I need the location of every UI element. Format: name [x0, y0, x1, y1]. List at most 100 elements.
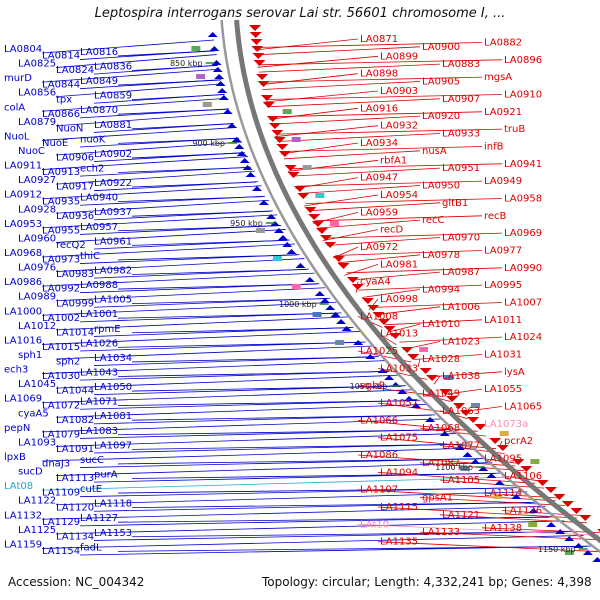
gene-label[interactable]: LA1115 — [380, 502, 418, 513]
gene-label[interactable]: LA1000 — [4, 306, 42, 317]
gene-label[interactable]: LA0906 — [56, 153, 94, 164]
gene-label[interactable]: ech2 — [80, 163, 104, 174]
gene-label[interactable]: LA0968 — [4, 248, 42, 259]
gene-label[interactable]: LA0947 — [360, 173, 398, 184]
gene-label[interactable]: pepN — [4, 423, 30, 434]
gene-label[interactable]: LA1095 — [484, 453, 522, 464]
gene-label[interactable]: LA0883 — [442, 59, 480, 70]
gene-label[interactable]: LA1049 — [422, 388, 460, 399]
gene-label[interactable]: sucC — [80, 455, 104, 466]
gene-label[interactable]: LA1016 — [4, 335, 42, 346]
gene-label[interactable]: LA0934 — [360, 138, 398, 149]
gene-label[interactable]: LA1077 — [442, 440, 480, 451]
gene-label[interactable]: LA0870 — [80, 105, 118, 116]
gene-label[interactable]: gpsA1 — [422, 492, 453, 503]
gene-label[interactable]: LA0978 — [422, 250, 460, 261]
gene-label[interactable]: LA0816 — [80, 47, 118, 58]
gene-label[interactable]: LA1002 — [42, 313, 80, 324]
gene-label[interactable]: NuoE — [42, 138, 68, 149]
gene-label[interactable]: LA1105 — [442, 475, 480, 486]
gene-label[interactable]: LA1034 — [94, 353, 132, 364]
gene-label[interactable]: LA0957 — [80, 222, 118, 233]
gene-label[interactable]: LA1114 — [484, 488, 522, 499]
gene-label[interactable]: pcrA2 — [504, 436, 533, 447]
gene-label[interactable]: LA0982 — [94, 265, 132, 276]
gene-label[interactable]: LA1030 — [42, 371, 80, 382]
gene-label[interactable]: LA0941 — [504, 159, 542, 170]
gene-label[interactable]: LA1087 — [422, 458, 460, 469]
gene-label[interactable]: recD — [380, 225, 404, 236]
gene-label[interactable]: LA0804 — [4, 44, 42, 55]
gene-label[interactable]: LA0937 — [94, 207, 132, 218]
gene-label[interactable]: infB — [484, 141, 504, 152]
gene-label[interactable]: LA0955 — [42, 225, 80, 236]
gene-label[interactable]: dnaJ3 — [42, 459, 70, 470]
gene-label[interactable]: LA0913 — [42, 167, 80, 178]
gene-label[interactable]: LA1024 — [504, 332, 542, 343]
gene-label[interactable]: LA1154 — [42, 546, 80, 557]
gene-label[interactable]: LA0859 — [94, 91, 132, 102]
gene-label[interactable]: LA0959 — [360, 207, 398, 218]
gene-label[interactable]: LAt10 — [360, 519, 389, 530]
gene-label[interactable]: LA0905 — [422, 76, 460, 87]
gene-label[interactable]: LA0949 — [484, 176, 522, 187]
gene-label[interactable]: LA1033 — [380, 363, 418, 374]
gene-label[interactable]: cyaA4 — [360, 277, 391, 288]
gene-label[interactable]: LA0977 — [484, 245, 522, 256]
gene-label[interactable]: LA0988 — [80, 280, 118, 291]
gene-label[interactable]: rpmE — [94, 324, 121, 335]
gene-label[interactable]: LA1069 — [4, 394, 42, 405]
gene-label[interactable]: LA0960 — [18, 233, 56, 244]
gene-label[interactable]: LA1135 — [380, 537, 418, 548]
gene-label[interactable]: LA0912 — [4, 190, 42, 201]
gene-label[interactable]: NuoL — [4, 131, 30, 142]
gene-label[interactable]: LA1094 — [380, 467, 418, 478]
gene-label[interactable]: LA0910 — [504, 89, 542, 100]
gene-label[interactable]: LA1133 — [422, 527, 460, 538]
gene-label[interactable]: LA1113 — [56, 473, 94, 484]
gene-label[interactable]: LAt08 — [4, 481, 33, 492]
gene-label[interactable]: recB — [484, 211, 507, 222]
gene-label[interactable]: LA0969 — [504, 228, 542, 239]
gene-label[interactable]: murD — [4, 73, 32, 84]
gene-label[interactable]: cyaA5 — [18, 408, 49, 419]
gene-label[interactable]: LA0987 — [442, 267, 480, 278]
gene-label[interactable]: cutE — [80, 484, 102, 495]
gene-label[interactable]: LA1072 — [42, 400, 80, 411]
gene-label[interactable]: LA0898 — [360, 69, 398, 80]
gene-label[interactable]: LA0825 — [18, 59, 56, 70]
gene-label[interactable]: truB — [504, 124, 525, 135]
gene-label[interactable]: LA1126 — [504, 505, 542, 516]
gene-label[interactable]: LA0958 — [504, 193, 542, 204]
gene-label[interactable]: LA0973 — [42, 255, 80, 266]
gene-label[interactable]: LA1138 — [484, 523, 522, 534]
gene-label[interactable]: LA0932 — [380, 121, 418, 132]
gene-label[interactable]: LA0871 — [360, 34, 398, 45]
gene-label[interactable]: thiC — [80, 251, 100, 262]
gene-label[interactable]: LA0950 — [422, 180, 460, 191]
gene-label[interactable]: LA0933 — [442, 128, 480, 139]
gene-label[interactable]: LA1132 — [4, 510, 42, 521]
gene-label[interactable]: LA1007 — [504, 297, 542, 308]
gene-label[interactable]: LA0951 — [442, 163, 480, 174]
gene-label[interactable]: LA0970 — [442, 232, 480, 243]
gene-label[interactable]: LA0953 — [4, 219, 42, 230]
gene-label[interactable]: recC — [422, 215, 445, 226]
gene-label[interactable]: LA1153 — [94, 528, 132, 539]
gene-label[interactable]: LA0999 — [56, 298, 94, 309]
gene-label[interactable]: LA0899 — [380, 51, 418, 62]
gene-label[interactable]: LA1081 — [94, 411, 132, 422]
gene-label[interactable]: LA0896 — [504, 55, 542, 66]
gene-label[interactable]: LA1013 — [380, 329, 418, 340]
gene-label[interactable]: LA0882 — [484, 37, 522, 48]
gene-label[interactable]: LA1026 — [80, 338, 118, 349]
gene-label[interactable]: LA0907 — [442, 94, 480, 105]
gene-label[interactable]: LA1122 — [18, 496, 56, 507]
gene-label[interactable]: LA1012 — [18, 321, 56, 332]
gene-label[interactable]: LA1086 — [360, 450, 398, 461]
gene-label[interactable]: LA0976 — [18, 263, 56, 274]
gene-label[interactable]: NuoC — [18, 146, 45, 157]
gene-label[interactable]: LA0936 — [56, 211, 94, 222]
gene-label[interactable]: LA1071 — [80, 397, 118, 408]
